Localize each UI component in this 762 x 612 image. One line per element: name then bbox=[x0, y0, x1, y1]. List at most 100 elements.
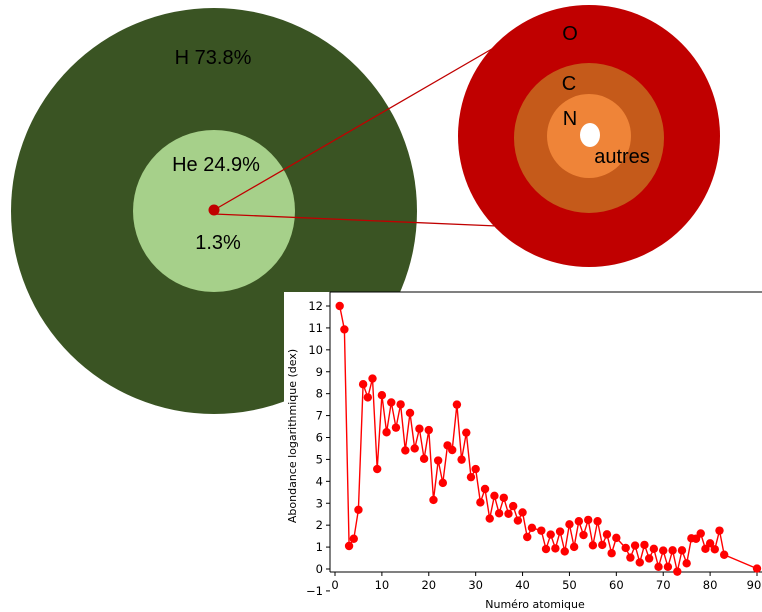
x-tick-label: 50 bbox=[562, 578, 577, 592]
data-point-z15 bbox=[401, 446, 410, 455]
data-point-z75 bbox=[682, 559, 691, 568]
others-label: autres bbox=[594, 146, 650, 168]
data-point-z18 bbox=[415, 424, 424, 433]
data-point-z17 bbox=[410, 444, 419, 453]
data-point-z90 bbox=[752, 564, 762, 573]
data-point-z13 bbox=[391, 423, 401, 432]
chart-plot-area bbox=[330, 292, 762, 572]
x-tick-label: 20 bbox=[421, 578, 436, 592]
y-tick-label: 2 bbox=[316, 518, 323, 532]
data-point-z70 bbox=[659, 546, 668, 555]
data-point-z80 bbox=[705, 539, 715, 548]
data-point-z53 bbox=[579, 530, 588, 540]
data-point-z52 bbox=[574, 517, 584, 526]
y-tick-label: 10 bbox=[308, 343, 323, 357]
data-point-z60 bbox=[612, 533, 621, 543]
data-point-z32 bbox=[480, 484, 490, 494]
hydrogen-label: H 73.8% bbox=[175, 47, 252, 69]
data-point-z33 bbox=[485, 514, 494, 523]
connector-line-bottom bbox=[213, 213, 498, 227]
x-axis-title: Numéro atomique bbox=[485, 598, 585, 611]
helium-label: He 24.9% bbox=[172, 154, 260, 176]
data-point-z54 bbox=[584, 515, 593, 525]
data-point-z64 bbox=[630, 541, 640, 550]
data-point-z12 bbox=[387, 398, 396, 407]
x-tick-label: 40 bbox=[515, 578, 530, 592]
x-tick-label: 90 bbox=[747, 578, 762, 592]
data-point-z73 bbox=[673, 567, 682, 576]
data-point-z8 bbox=[368, 374, 377, 383]
data-point-z1 bbox=[335, 301, 344, 311]
data-point-z26 bbox=[452, 400, 462, 409]
y-tick-label: 5 bbox=[316, 452, 323, 466]
oxygen-label: O bbox=[562, 23, 578, 45]
data-point-z81 bbox=[710, 545, 719, 554]
data-point-z63 bbox=[626, 553, 635, 562]
data-point-z67 bbox=[644, 554, 654, 563]
abundance-series-points bbox=[335, 301, 762, 576]
x-tick-label: 80 bbox=[703, 578, 718, 592]
data-point-z22 bbox=[433, 456, 443, 465]
data-point-z28 bbox=[462, 428, 471, 437]
data-point-z68 bbox=[649, 544, 659, 554]
metals-composition-diagram: O C N autres bbox=[458, 5, 720, 267]
y-tick-label: 1 bbox=[316, 540, 323, 554]
data-point-z78 bbox=[696, 529, 705, 538]
data-point-z51 bbox=[569, 542, 579, 552]
y-tick-label: −1 bbox=[306, 584, 323, 598]
data-point-z42 bbox=[527, 523, 537, 532]
data-point-z25 bbox=[448, 445, 457, 455]
data-point-z71 bbox=[663, 562, 673, 572]
y-tick-label: 0 bbox=[316, 562, 323, 576]
data-point-z6 bbox=[358, 380, 368, 389]
data-point-z9 bbox=[373, 464, 382, 474]
data-point-z79 bbox=[701, 544, 710, 554]
data-point-z3 bbox=[344, 541, 354, 551]
data-point-z69 bbox=[654, 562, 663, 572]
data-point-z10 bbox=[377, 391, 387, 400]
data-point-z36 bbox=[499, 493, 508, 502]
data-point-z23 bbox=[438, 478, 448, 488]
data-point-z30 bbox=[471, 464, 480, 474]
data-point-z49 bbox=[560, 547, 569, 556]
data-point-z47 bbox=[551, 544, 560, 553]
y-tick-label: 12 bbox=[308, 299, 323, 313]
data-point-z2 bbox=[340, 325, 349, 334]
y-tick-label: 3 bbox=[316, 496, 323, 510]
data-point-z37 bbox=[504, 509, 513, 518]
data-point-z57 bbox=[598, 540, 607, 550]
y-tick-label: 11 bbox=[308, 321, 323, 335]
x-axis-ticks: 0 10 20 30 40 50 60 70 80 90 bbox=[331, 572, 761, 592]
data-point-z65 bbox=[635, 558, 644, 567]
others-disk bbox=[580, 123, 600, 147]
data-point-z56 bbox=[593, 517, 602, 526]
y-tick-label: 7 bbox=[316, 409, 323, 423]
abundance-series-line bbox=[339, 305, 758, 572]
data-point-z50 bbox=[565, 520, 574, 529]
x-tick-label: 70 bbox=[656, 578, 671, 592]
data-point-z4 bbox=[349, 534, 358, 543]
data-point-z83 bbox=[719, 550, 729, 559]
x-tick-label: 60 bbox=[609, 578, 624, 592]
data-point-z5 bbox=[354, 505, 363, 515]
data-point-z62 bbox=[621, 543, 630, 553]
data-point-z41 bbox=[523, 532, 532, 542]
data-point-z34 bbox=[490, 491, 499, 500]
data-point-z48 bbox=[555, 527, 565, 536]
nitrogen-label: N bbox=[563, 108, 577, 130]
data-point-z46 bbox=[546, 530, 555, 539]
data-point-z27 bbox=[457, 455, 466, 464]
data-point-z72 bbox=[668, 546, 677, 555]
y-axis-title: Abondance logarithmique (dex) bbox=[286, 349, 299, 523]
data-point-z35 bbox=[494, 509, 504, 518]
y-tick-label: 4 bbox=[316, 474, 323, 488]
data-point-z44 bbox=[537, 526, 546, 535]
data-point-z74 bbox=[677, 546, 687, 555]
data-point-z16 bbox=[405, 408, 415, 418]
y-tick-label: 6 bbox=[316, 431, 323, 445]
metals-label: 1.3% bbox=[195, 232, 241, 254]
data-point-z29 bbox=[466, 472, 476, 482]
